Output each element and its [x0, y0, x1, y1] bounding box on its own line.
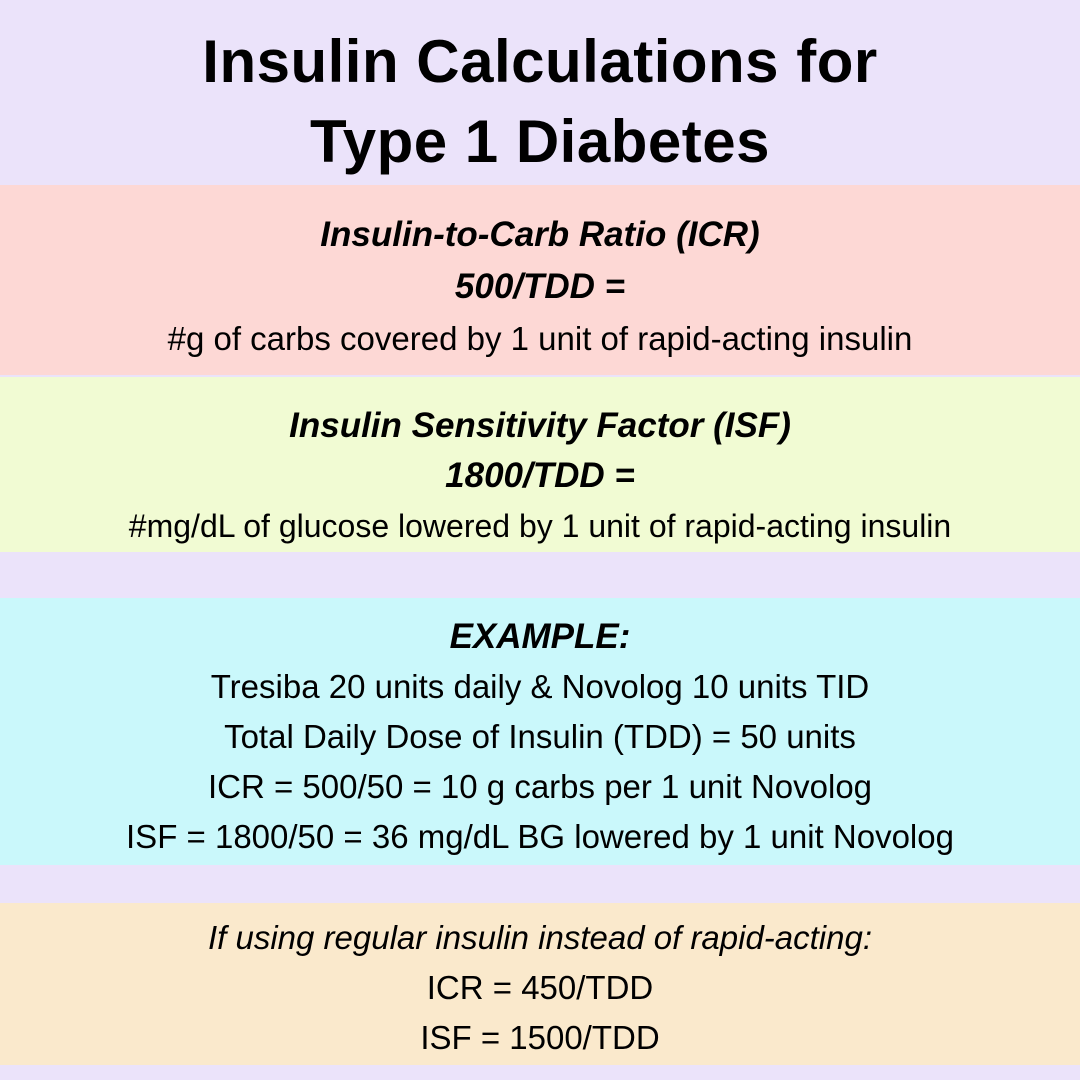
isf-description: #mg/dL of glucose lowered by 1 unit of r… — [128, 508, 952, 544]
example-line: Total Daily Dose of Insulin (TDD) = 50 u… — [224, 718, 856, 755]
icr-section: Insulin-to-Carb Ratio (ICR) 500/TDD = #g… — [0, 185, 1080, 375]
title-line-1: Insulin Calculations for — [202, 28, 878, 95]
regular-insulin-line: ICR = 450/TDD — [426, 969, 654, 1006]
title-line-2: Type 1 Diabetes — [310, 108, 770, 175]
isf-formula: 1800/TDD = — [445, 456, 635, 495]
icr-formula: 500/TDD = — [454, 267, 626, 306]
regular-insulin-line: ISF = 1500/TDD — [420, 1019, 660, 1056]
regular-insulin-section: If using regular insulin instead of rapi… — [0, 903, 1080, 1065]
isf-heading: Insulin Sensitivity Factor (ISF) — [289, 406, 791, 445]
isf-section: Insulin Sensitivity Factor (ISF) 1800/TD… — [0, 377, 1080, 552]
icr-description: #g of carbs covered by 1 unit of rapid-a… — [167, 320, 913, 357]
example-line: ICR = 500/50 = 10 g carbs per 1 unit Nov… — [207, 768, 873, 805]
regular-insulin-heading: If using regular insulin instead of rapi… — [207, 919, 873, 956]
page-title: Insulin Calculations for Type 1 Diabetes — [0, 22, 1080, 182]
icr-heading: Insulin-to-Carb Ratio (ICR) — [320, 215, 760, 254]
example-line: Tresiba 20 units daily & Novolog 10 unit… — [210, 668, 870, 705]
example-section: EXAMPLE: Tresiba 20 units daily & Novolo… — [0, 598, 1080, 865]
example-heading: EXAMPLE: — [449, 617, 631, 656]
example-line: ISF = 1800/50 = 36 mg/dL BG lowered by 1… — [126, 818, 954, 855]
